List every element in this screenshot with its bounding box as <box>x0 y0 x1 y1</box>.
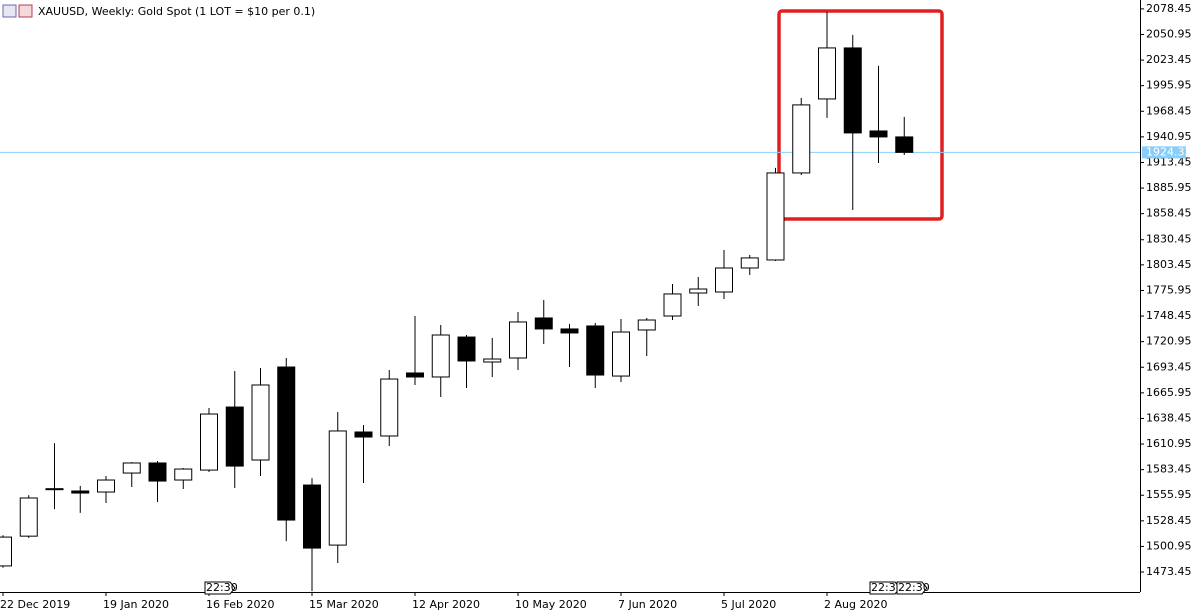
y-tick-label: 2050.95 <box>1146 27 1192 40</box>
time-marker: 22:30 <box>206 581 238 594</box>
candle-body <box>663 293 682 317</box>
y-tick-label: 1775.95 <box>1146 283 1192 296</box>
candle-body <box>740 257 759 269</box>
y-tick-label: 1638.45 <box>1146 411 1192 424</box>
candle-body <box>277 366 296 521</box>
y-tick-label: 1555.95 <box>1146 488 1192 501</box>
x-tick-label: 16 Feb 2020 <box>206 598 274 611</box>
time-marker: 22:30 <box>871 581 903 594</box>
y-tick-label: 1830.45 <box>1146 233 1192 246</box>
y-tick-label: 1803.45 <box>1146 258 1192 271</box>
x-tick-label: 10 May 2020 <box>515 598 587 611</box>
candle-body <box>586 325 605 376</box>
highlight-box <box>777 9 944 221</box>
y-tick-label: 1995.95 <box>1146 79 1192 92</box>
y-tick-label: 1693.45 <box>1146 360 1192 373</box>
y-tick-label: 2023.45 <box>1146 53 1192 66</box>
y-tick-label: 1473.45 <box>1146 565 1192 578</box>
x-tick-label: 19 Jan 2020 <box>103 598 169 611</box>
y-tick-label: 1583.45 <box>1146 463 1192 476</box>
candle-body <box>869 130 888 138</box>
candle-body <box>612 331 630 377</box>
y-tick-label: 1610.95 <box>1146 437 1192 450</box>
y-tick-label: 1500.95 <box>1146 539 1192 552</box>
candle-body <box>560 328 579 334</box>
y-tick-label: 1858.45 <box>1146 207 1192 220</box>
time-marker-box <box>204 581 236 595</box>
y-tick-label: 1665.95 <box>1146 386 1192 399</box>
x-tick-label: 22 Dec 2019 <box>0 598 70 611</box>
current-price-label: 1924.32 <box>1146 145 1192 158</box>
candle-body <box>715 267 733 293</box>
candle-body <box>792 104 811 174</box>
y-tick-label: 2078.45 <box>1146 2 1192 15</box>
candle-body <box>148 462 167 482</box>
candle-body <box>200 413 218 471</box>
candle-body <box>637 319 656 331</box>
current-price-tag <box>1142 146 1186 159</box>
candle-body <box>303 484 321 549</box>
candle-body <box>457 336 476 362</box>
candle-body <box>843 47 862 134</box>
candle-body <box>19 497 38 537</box>
candle-body <box>766 172 785 261</box>
candle-body <box>174 468 193 481</box>
x-tick-label: 7 Jun 2020 <box>618 598 677 611</box>
y-tick-label: 1748.45 <box>1146 309 1192 322</box>
candle-body <box>895 136 914 153</box>
candle-body <box>380 378 399 437</box>
candle-body <box>328 430 347 546</box>
candle-body <box>122 462 141 474</box>
symbol-icon <box>2 4 33 18</box>
y-tick-label: 1885.95 <box>1146 181 1192 194</box>
candle-body <box>97 479 115 493</box>
candle-body <box>818 47 836 100</box>
candle-body <box>354 431 373 438</box>
y-tick-label: 1940.95 <box>1146 130 1192 143</box>
x-tick-label: 12 Apr 2020 <box>412 598 480 611</box>
y-tick-label: 1528.45 <box>1146 514 1192 527</box>
candle-body <box>45 488 64 491</box>
candle-body <box>431 334 450 378</box>
candle-body <box>509 321 527 359</box>
time-marker-box <box>896 581 928 595</box>
candle-body <box>483 358 502 363</box>
time-marker: 22:30 <box>898 581 930 594</box>
candle-body <box>71 490 90 494</box>
x-tick-label: 2 Aug 2020 <box>824 598 887 611</box>
candle-body <box>251 384 270 461</box>
candle-body <box>406 372 424 378</box>
candle-body <box>534 317 553 330</box>
y-tick-label: 1720.95 <box>1146 335 1192 348</box>
chart-title: XAUUSD, Weekly: Gold Spot (1 LOT = $10 p… <box>38 5 315 18</box>
y-tick-label: 1968.45 <box>1146 104 1192 117</box>
x-tick-label: 5 Jul 2020 <box>721 598 776 611</box>
candle-body <box>0 536 12 567</box>
candle-body <box>689 288 708 294</box>
y-tick-label: 1913.45 <box>1146 155 1192 168</box>
x-tick-label: 15 Mar 2020 <box>309 598 379 611</box>
candle-body <box>225 406 244 467</box>
